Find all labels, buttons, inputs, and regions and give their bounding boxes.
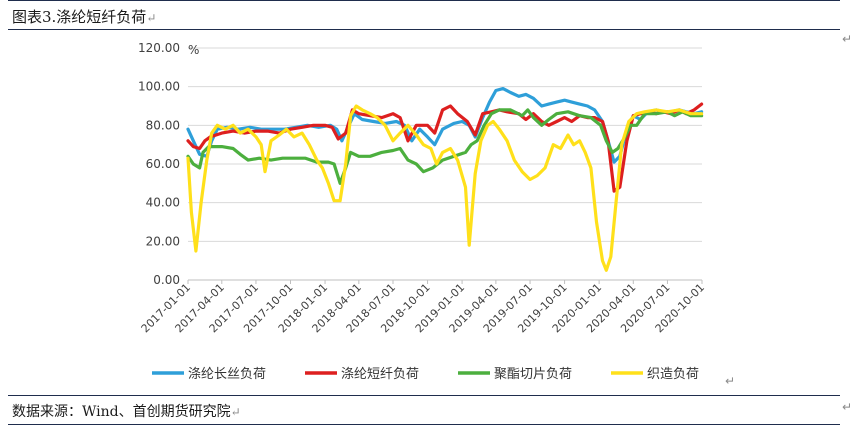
figure-title-text: 图表3.涤纶短纤负荷 [12,8,147,26]
series-lines [186,87,704,272]
data-source: 数据来源：Wind、首创期货研究院↵ [12,401,241,421]
paragraph-mark-icon: ↵ [842,400,852,414]
y-axis-ticks: 0.00 20.00 40.00 60.00 80.00 100.00 120.00 [138,41,180,287]
legend-label: 涤纶长丝负荷 [188,367,266,382]
figure-title-bar: 图表3.涤纶短纤负荷↵ [8,0,840,30]
chart-legend: 涤纶长丝负荷 涤纶短纤负荷 聚酯切片负荷 织造负荷 [152,367,699,382]
data-source-text: 数据来源：Wind、首创期货研究院 [12,404,231,420]
x-axis-ticks: 2017-01-012017-04-012017-07-012017-10-01… [139,281,707,335]
legend-label: 织造负荷 [647,367,699,382]
y-tick-label: 0.00 [153,273,180,287]
legend-label: 涤纶短纤负荷 [341,367,419,382]
legend-label: 聚酯切片负荷 [494,367,572,382]
paragraph-mark-icon: ↵ [146,11,157,25]
y-tick-label: 80.00 [146,118,180,132]
line-chart: 0.00 20.00 40.00 60.00 80.00 100.00 120.00 % 2… [138,41,707,382]
paragraph-mark-icon: ↵ [725,374,736,388]
series-line [186,104,704,272]
paragraph-mark-icon: ↵ [842,32,852,46]
y-tick-label: 20.00 [146,234,180,248]
y-tick-label: 60.00 [146,157,180,171]
series-line [186,102,704,193]
figure-title: 图表3.涤纶短纤负荷↵ [12,6,156,27]
paragraph-mark-icon: ↵ [230,405,241,419]
y-tick-label: 120.00 [138,41,180,55]
y-tick-label: 100.00 [138,80,180,94]
figure-source-bar: 数据来源：Wind、首创期货研究院↵ [8,395,840,425]
y-tick-label: 40.00 [146,196,180,210]
y-axis-unit: % [188,43,199,57]
